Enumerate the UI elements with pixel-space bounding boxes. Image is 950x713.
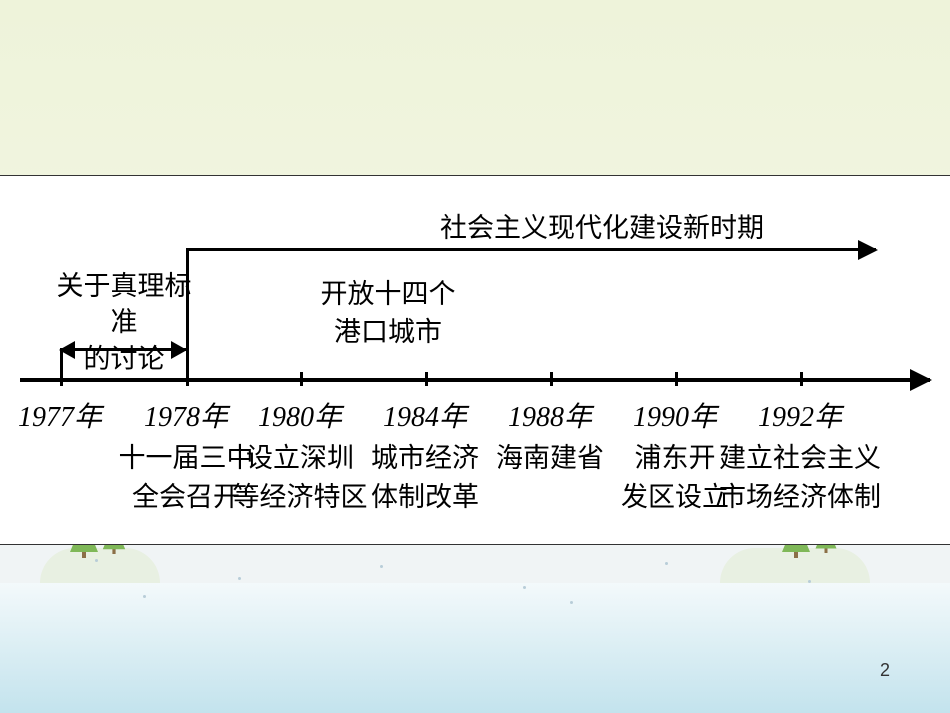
debate-label-line: 关于真理标准 [57, 271, 192, 337]
period-arrow [186, 248, 876, 251]
timeline-tick [675, 372, 678, 386]
timeline-tick [550, 372, 553, 386]
timeline-event-line: 体制改革 [340, 478, 510, 517]
timeline-event-line: 市场经济体制 [715, 478, 885, 517]
ports-label-line: 港口城市 [334, 317, 442, 347]
timeline-tick [60, 372, 63, 386]
period-title: 社会主义现代化建设新时期 [440, 206, 764, 245]
timeline-entry: 1992年建立社会主义市场经济体制 [715, 398, 885, 517]
debate-span-arrow [60, 348, 186, 351]
bg-hill-left [40, 548, 160, 583]
timeline-tick [800, 372, 803, 386]
ports-label-line: 开放十四个 [321, 279, 456, 309]
timeline-diagram: 社会主义现代化建设新时期 关于真理标准 的讨论 开放十四个 港口城市 1977年… [0, 175, 950, 545]
timeline-axis [20, 378, 930, 382]
timeline-year: 1992年 [715, 398, 885, 439]
timeline-tick [425, 372, 428, 386]
timeline-event-line: 建立社会主义 [715, 439, 885, 478]
ports-label: 开放十四个 港口城市 [308, 276, 468, 352]
timeline-tick [300, 372, 303, 386]
page-number: 2 [880, 660, 890, 681]
debate-label: 关于真理标准 的讨论 [54, 268, 194, 377]
timeline-tick [186, 372, 189, 386]
